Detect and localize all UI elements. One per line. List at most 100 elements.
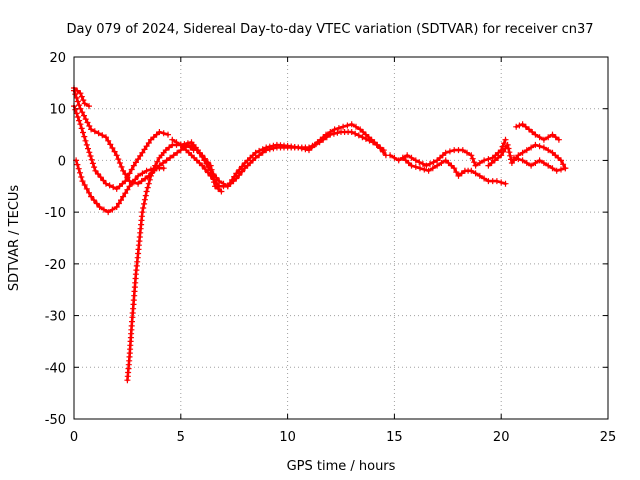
data-point	[455, 172, 462, 179]
data-point	[73, 110, 80, 117]
data-point	[145, 140, 152, 146]
data-point	[459, 147, 466, 154]
data-point	[77, 169, 83, 176]
data-point	[129, 179, 136, 186]
data-point	[419, 160, 426, 167]
data-point	[81, 112, 87, 119]
data-point	[103, 134, 109, 141]
data-point	[95, 171, 101, 177]
data-point	[331, 126, 338, 133]
data-point	[536, 143, 543, 150]
data-point	[553, 167, 560, 174]
data-point	[105, 137, 112, 144]
data-point	[472, 170, 479, 177]
y-tick-label: -50	[45, 413, 66, 428]
data-point	[536, 134, 543, 141]
data-point	[540, 144, 547, 151]
data-point	[74, 114, 81, 120]
data-point	[468, 152, 475, 159]
data-point	[165, 131, 171, 138]
data-point	[208, 166, 215, 173]
data-point	[122, 190, 129, 197]
data-point	[109, 206, 116, 213]
data-point	[429, 165, 436, 172]
data-point	[144, 184, 151, 191]
data-point	[442, 149, 449, 156]
data-point	[85, 145, 91, 152]
series-arc-6	[169, 121, 389, 190]
data-point	[116, 160, 123, 166]
data-point	[495, 154, 501, 161]
data-point	[109, 145, 116, 151]
y-tick-label: -20	[45, 258, 66, 273]
data-point	[173, 139, 180, 146]
data-point	[162, 147, 169, 154]
data-point	[501, 140, 507, 147]
data-point	[122, 178, 129, 185]
series-arc-2	[71, 103, 171, 192]
data-point	[113, 204, 120, 210]
data-point	[545, 134, 552, 141]
data-point	[558, 166, 564, 173]
data-point	[500, 148, 507, 155]
data-point	[97, 174, 104, 181]
data-point	[139, 170, 146, 177]
data-point	[110, 184, 117, 191]
data-point	[86, 149, 93, 156]
data-point	[263, 144, 270, 151]
data-point	[519, 149, 526, 156]
data-point	[540, 136, 547, 143]
data-point	[72, 106, 79, 113]
data-point	[395, 157, 402, 164]
data-point	[423, 162, 430, 169]
data-point	[412, 157, 419, 164]
data-point	[88, 156, 95, 163]
data-point	[90, 197, 97, 204]
data-point	[210, 175, 217, 181]
data-point	[236, 166, 243, 173]
data-point	[526, 126, 532, 133]
data-point	[166, 144, 173, 151]
data-point	[160, 160, 166, 166]
data-point	[78, 174, 85, 180]
data-point	[76, 117, 83, 124]
series-arc-12	[511, 154, 569, 174]
data-point	[374, 141, 381, 148]
y-tick-label: 0	[58, 154, 66, 169]
data-point	[327, 129, 334, 135]
data-point	[488, 160, 495, 166]
data-point	[380, 148, 386, 155]
y-tick-label: -40	[45, 361, 66, 376]
data-point	[498, 152, 505, 159]
data-point	[209, 170, 216, 177]
data-point	[145, 180, 152, 187]
series-line	[126, 130, 385, 382]
data-point	[377, 145, 384, 152]
data-point	[359, 134, 366, 141]
data-point	[438, 160, 445, 166]
data-point	[120, 167, 127, 174]
data-point	[82, 137, 89, 144]
data-point	[154, 158, 161, 165]
series-arc-1	[71, 87, 197, 187]
data-point	[481, 157, 488, 164]
data-point	[115, 200, 122, 207]
data-point	[142, 192, 149, 199]
data-point	[476, 172, 483, 179]
data-point	[536, 157, 543, 164]
x-tick-labels: 0 5 10 15 20 25	[70, 430, 616, 445]
data-point	[481, 175, 488, 182]
data-point	[529, 129, 536, 135]
data-point	[107, 141, 114, 148]
data-point	[199, 162, 206, 169]
data-point	[78, 93, 85, 100]
data-point	[74, 161, 81, 168]
data-point	[523, 160, 530, 166]
data-point	[348, 129, 355, 135]
data-point	[76, 102, 83, 109]
data-point	[348, 121, 355, 128]
data-point	[233, 170, 240, 177]
data-point	[132, 176, 139, 183]
data-point	[149, 169, 156, 176]
data-point	[491, 157, 498, 164]
